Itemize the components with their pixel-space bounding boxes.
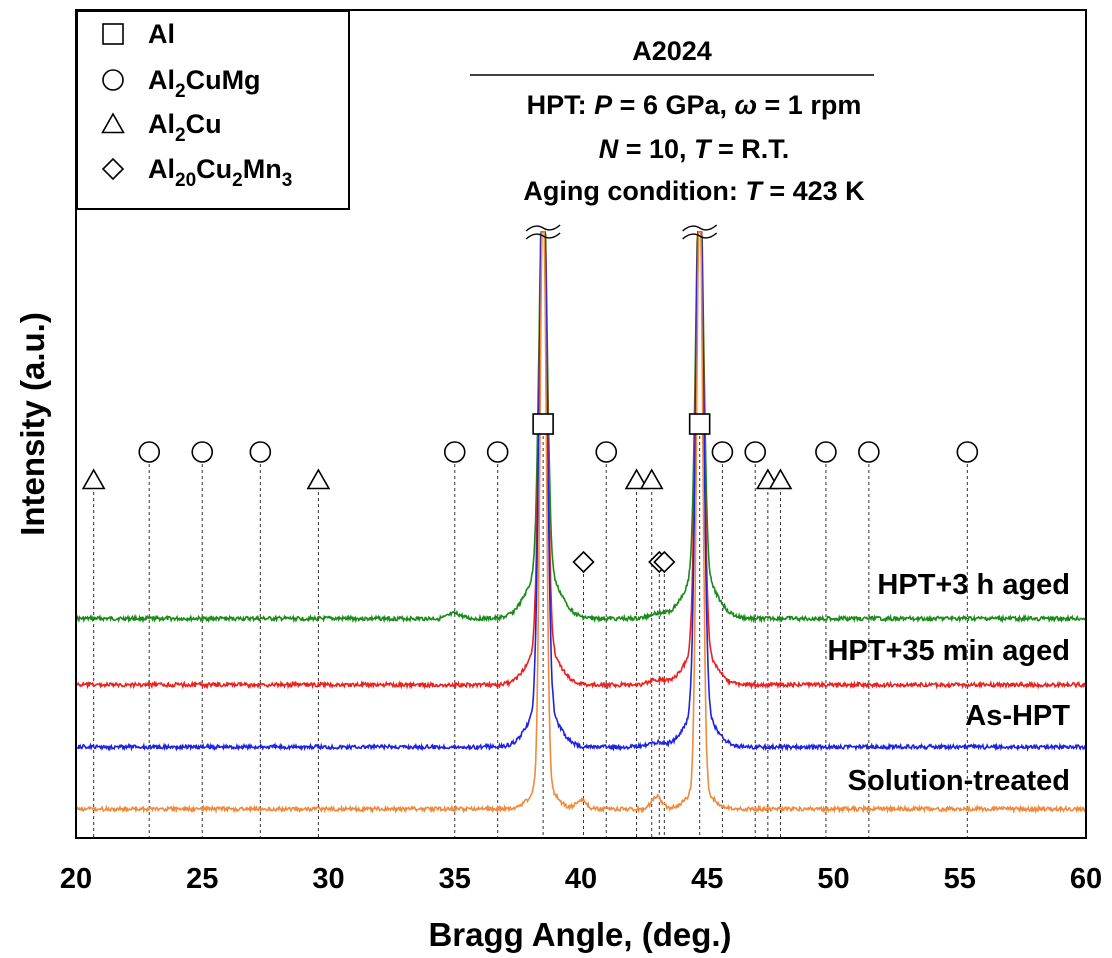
x-tick-label: 35 bbox=[439, 863, 471, 895]
series-line bbox=[75, 231, 1087, 752]
series-label: Solution-treated bbox=[848, 765, 1070, 797]
marker-diamond bbox=[572, 550, 595, 574]
marker-circle bbox=[711, 441, 734, 463]
legend-marker-triangle bbox=[101, 112, 125, 134]
marker-triangle bbox=[81, 468, 106, 490]
x-axis-ticks: 20 25 30 35 40 45 50 55 60 bbox=[60, 863, 1102, 895]
legend-label: Al20Cu2Mn3 bbox=[148, 154, 292, 191]
series-layer bbox=[75, 231, 1087, 815]
series-label: HPT+35 min aged bbox=[827, 635, 1070, 667]
marker-circle bbox=[249, 441, 272, 463]
x-tick-label: 30 bbox=[312, 863, 344, 895]
marker-circle bbox=[138, 441, 161, 463]
x-tick-label: 25 bbox=[186, 863, 218, 895]
series-labels: HPT+3 h aged HPT+35 min aged As-HPT Solutio… bbox=[827, 569, 1070, 797]
peak-cutoff-marks bbox=[525, 224, 718, 240]
marker-triangle bbox=[624, 468, 649, 490]
marker-triangle bbox=[639, 468, 664, 490]
legend-marker-circle bbox=[102, 69, 124, 91]
marker-circle bbox=[956, 441, 979, 463]
series-line bbox=[75, 231, 1087, 624]
condition-line: Aging condition: T = 423 K bbox=[523, 176, 865, 206]
legend-marker-diamond bbox=[101, 157, 125, 181]
phase-markers bbox=[81, 413, 979, 574]
x-axis-label: Bragg Angle, (deg.) bbox=[428, 916, 731, 953]
x-tick-label: 55 bbox=[944, 863, 976, 895]
legend-label: Al bbox=[148, 19, 175, 49]
axis-break-mark bbox=[682, 224, 718, 232]
marker-circle bbox=[486, 441, 509, 463]
condition-line: HPT: P = 6 GPa, ω = 1 rpm bbox=[527, 90, 862, 120]
legend: Al Al2CuMg Al2Cu Al20Cu2Mn3 bbox=[76, 10, 350, 210]
marker-circle bbox=[595, 441, 618, 463]
x-tick-label: 50 bbox=[817, 863, 849, 895]
axis-break-mark bbox=[525, 232, 561, 240]
condition-line: N = 10, T = R.T. bbox=[599, 134, 790, 164]
x-tick-label: 60 bbox=[1070, 863, 1102, 895]
marker-circle bbox=[744, 441, 767, 463]
marker-triangle bbox=[306, 468, 331, 490]
series-label: HPT+3 h aged bbox=[877, 569, 1070, 601]
marker-circle bbox=[443, 441, 466, 463]
axis-break-mark bbox=[525, 224, 561, 232]
series-line bbox=[75, 231, 1087, 815]
phase-reference-lines bbox=[93, 436, 968, 838]
marker-triangle bbox=[768, 468, 793, 490]
marker-square bbox=[532, 413, 554, 435]
marker-circle bbox=[191, 441, 214, 463]
marker-diamond bbox=[653, 550, 676, 574]
y-axis-label: Intensity (a.u.) bbox=[14, 312, 51, 536]
marker-square bbox=[688, 413, 711, 435]
series-line bbox=[75, 231, 1087, 690]
x-tick-label: 45 bbox=[691, 863, 723, 895]
plot-frame bbox=[75, 9, 1087, 839]
x-tick-label: 20 bbox=[60, 863, 92, 895]
legend-label: Al2Cu bbox=[148, 109, 222, 146]
experiment-conditions: HPT: P = 6 GPa, ω = 1 rpm N = 10, T = R.T… bbox=[523, 90, 865, 206]
series-label: As-HPT bbox=[965, 700, 1070, 732]
legend-marker-square bbox=[102, 23, 124, 45]
marker-circle bbox=[858, 441, 880, 463]
x-tick-label: 40 bbox=[565, 863, 597, 895]
legend-label: Al2CuMg bbox=[148, 65, 261, 102]
marker-circle bbox=[815, 441, 837, 463]
chart-title: A2024 bbox=[632, 36, 712, 66]
axis-break-mark bbox=[682, 232, 718, 240]
